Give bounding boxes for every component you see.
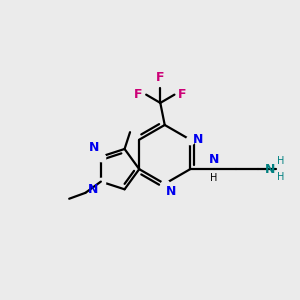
Text: N: N — [166, 185, 177, 198]
Text: F: F — [156, 71, 165, 84]
Text: N: N — [89, 141, 99, 154]
Text: F: F — [178, 88, 187, 101]
Text: N: N — [88, 183, 98, 196]
Text: N: N — [265, 163, 276, 176]
Text: H: H — [277, 172, 284, 182]
Text: F: F — [134, 88, 142, 101]
Text: N: N — [193, 133, 203, 146]
Text: N: N — [208, 153, 219, 166]
Text: H: H — [210, 173, 218, 183]
Text: H: H — [277, 156, 284, 166]
